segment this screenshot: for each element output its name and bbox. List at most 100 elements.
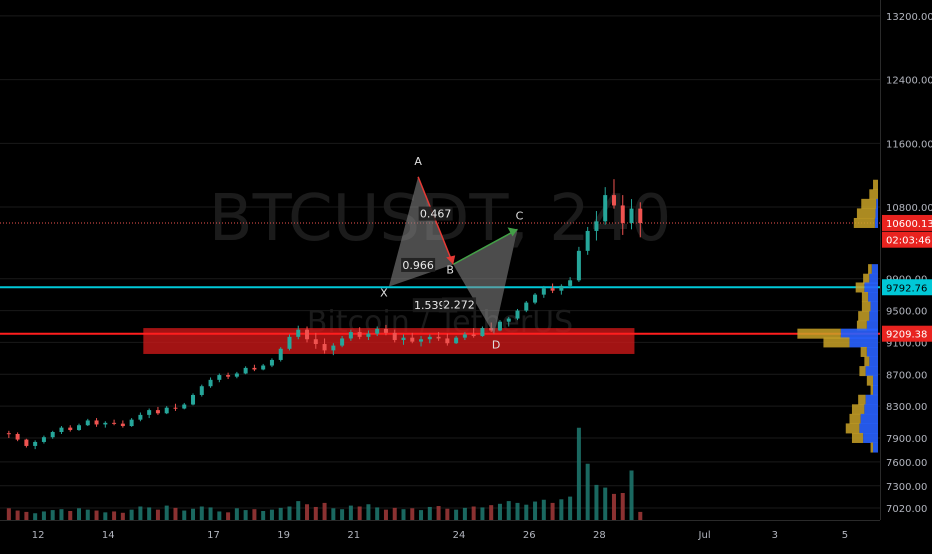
support-zone[interactable]	[143, 328, 635, 354]
volume-bar	[68, 511, 73, 520]
candle[interactable]	[217, 373, 222, 383]
volume-bar	[383, 509, 388, 520]
candle[interactable]	[340, 336, 345, 348]
candle[interactable]	[559, 284, 564, 295]
candle[interactable]	[638, 202, 643, 238]
candle[interactable]	[103, 421, 108, 428]
volume-bar	[41, 511, 46, 520]
candle[interactable]	[603, 187, 608, 225]
time-axis[interactable]: 12 14 17 19 21 24 26 28 Jul 3 5	[0, 520, 932, 550]
pattern-point-label[interactable]: D	[492, 338, 500, 351]
candle[interactable]	[94, 418, 99, 427]
candle[interactable]	[120, 420, 125, 428]
zone-rect[interactable]	[143, 328, 635, 354]
volume-bar	[375, 507, 380, 520]
candle[interactable]	[226, 372, 231, 380]
candle[interactable]	[436, 332, 441, 341]
candle[interactable]	[234, 371, 239, 379]
candle[interactable]	[305, 326, 310, 343]
candle[interactable]	[497, 320, 502, 332]
candle[interactable]	[568, 277, 573, 289]
candle[interactable]	[68, 425, 73, 432]
candle[interactable]	[480, 326, 485, 337]
pattern-point-label[interactable]: A	[414, 155, 422, 168]
candle[interactable]	[515, 308, 520, 321]
candle[interactable]	[112, 419, 117, 426]
leg-bc[interactable]	[452, 228, 518, 266]
candle[interactable]	[419, 336, 424, 347]
candle[interactable]	[182, 402, 187, 410]
candles[interactable]	[6, 179, 643, 450]
candle[interactable]	[629, 199, 634, 230]
candle[interactable]	[41, 435, 46, 444]
candle[interactable]	[313, 332, 318, 349]
price-lines[interactable]	[0, 222, 880, 335]
candle[interactable]	[576, 246, 581, 282]
price-label[interactable]: 9209.38	[882, 325, 932, 342]
candle[interactable]	[401, 334, 406, 345]
candle[interactable]	[533, 293, 538, 305]
candle[interactable]	[524, 301, 529, 313]
pattern-point-label[interactable]: C	[516, 209, 524, 222]
candle[interactable]	[366, 330, 371, 341]
candle-body	[217, 375, 222, 380]
profile-bar-blue	[875, 208, 878, 219]
candle[interactable]	[445, 333, 450, 346]
candle[interactable]	[594, 211, 599, 241]
candle[interactable]	[620, 195, 625, 235]
candle[interactable]	[331, 343, 336, 356]
candle[interactable]	[287, 334, 292, 351]
candle[interactable]	[506, 316, 511, 327]
candle[interactable]	[410, 332, 415, 344]
candle[interactable]	[6, 430, 11, 438]
candle[interactable]	[173, 403, 178, 411]
candle[interactable]	[155, 406, 160, 415]
candle[interactable]	[199, 384, 204, 397]
profile-bar-gold	[861, 292, 869, 303]
candle[interactable]	[243, 366, 248, 375]
candle[interactable]	[24, 438, 29, 448]
candle[interactable]	[59, 426, 64, 434]
candle[interactable]	[269, 358, 274, 368]
candle[interactable]	[585, 226, 590, 255]
candle-body	[287, 336, 292, 349]
pattern-point-label[interactable]: X	[380, 287, 388, 300]
candle[interactable]	[471, 328, 476, 338]
candle[interactable]	[454, 336, 459, 345]
candle[interactable]	[278, 347, 283, 362]
price-label[interactable]: 10600.13	[882, 214, 932, 231]
candle[interactable]	[261, 363, 266, 371]
candle[interactable]	[550, 283, 555, 294]
pattern-point-label[interactable]: B	[446, 263, 454, 276]
candle[interactable]	[427, 334, 432, 344]
candle[interactable]	[357, 327, 362, 340]
candle[interactable]	[611, 179, 616, 209]
candle[interactable]	[541, 285, 546, 298]
candle[interactable]	[129, 418, 134, 427]
candle[interactable]	[348, 329, 353, 341]
candle[interactable]	[383, 324, 388, 336]
candle[interactable]	[375, 326, 380, 337]
candle[interactable]	[191, 393, 196, 406]
price-label[interactable]: 9792.76	[882, 279, 932, 296]
candle[interactable]	[85, 418, 90, 427]
price-label[interactable]: 02:03:46	[882, 231, 932, 248]
candle[interactable]	[252, 364, 257, 372]
profile-bar-gold	[866, 375, 874, 386]
candle[interactable]	[138, 412, 143, 422]
candle[interactable]	[322, 338, 327, 354]
candle[interactable]	[50, 430, 55, 439]
candle[interactable]	[208, 377, 213, 388]
price-axis[interactable]: 13200.0012400.0011600.0010800.009900.009…	[880, 0, 932, 550]
candle[interactable]	[147, 408, 152, 419]
candle[interactable]	[15, 432, 20, 442]
candle[interactable]	[462, 332, 467, 341]
candle[interactable]	[77, 423, 82, 431]
candle[interactable]	[33, 440, 38, 450]
candle[interactable]	[296, 325, 301, 340]
candle[interactable]	[392, 329, 397, 343]
candle[interactable]	[164, 406, 169, 415]
